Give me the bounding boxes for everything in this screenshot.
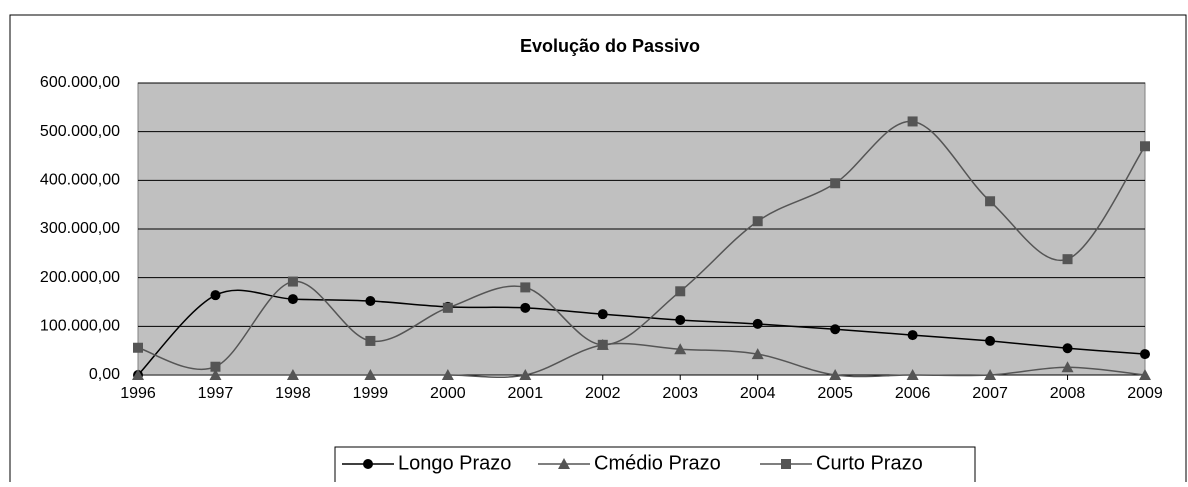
data-point <box>1062 254 1073 265</box>
data-point <box>287 294 298 305</box>
data-point <box>1140 349 1150 360</box>
data-point <box>752 318 763 329</box>
data-point <box>519 369 532 380</box>
data-point <box>209 369 222 380</box>
y-tick-label: 0,00 <box>89 366 120 383</box>
data-point <box>133 342 143 353</box>
data-point <box>985 335 996 346</box>
x-tick-label: 2009 <box>1127 385 1163 402</box>
x-tick-label: 1996 <box>120 385 156 402</box>
data-point <box>210 361 221 372</box>
data-point <box>830 324 841 335</box>
data-point <box>364 369 377 380</box>
x-tick-label: 2000 <box>430 385 466 402</box>
data-point <box>1140 141 1150 152</box>
y-tick-label: 400.000,00 <box>40 172 120 189</box>
data-point <box>675 286 686 297</box>
data-point <box>907 330 918 341</box>
legend-label: Curto Prazo <box>816 452 923 474</box>
y-tick-label: 600.000,00 <box>40 74 120 91</box>
data-point <box>286 369 299 380</box>
x-tick-label: 2007 <box>972 385 1008 402</box>
data-point <box>441 369 454 380</box>
x-tick-label: 2005 <box>817 385 853 402</box>
x-tick-label: 2006 <box>895 385 931 402</box>
data-point <box>1139 369 1151 380</box>
data-point <box>520 282 531 293</box>
data-point <box>985 196 996 207</box>
data-point <box>1062 343 1073 354</box>
data-point <box>132 369 144 380</box>
data-point <box>984 369 997 380</box>
data-point <box>829 369 842 380</box>
y-tick-label: 200.000,00 <box>40 269 120 286</box>
x-tick-label: 1999 <box>353 385 389 402</box>
data-point <box>597 309 608 320</box>
legend-label: Longo Prazo <box>398 452 511 474</box>
legend <box>334 446 976 487</box>
y-tick-label: 100.000,00 <box>40 318 120 335</box>
x-tick-label: 1997 <box>198 385 234 402</box>
x-tick-label: 1998 <box>275 385 311 402</box>
x-tick-label: 2008 <box>1050 385 1086 402</box>
data-point <box>442 302 453 313</box>
data-point <box>210 290 221 301</box>
data-point <box>907 116 918 127</box>
data-point <box>1061 361 1074 373</box>
x-tick-label: 2004 <box>740 385 776 402</box>
data-point <box>675 315 686 326</box>
x-tick-label: 2001 <box>508 385 544 402</box>
data-point <box>520 302 531 313</box>
data-point <box>597 339 608 350</box>
data-point <box>906 369 919 380</box>
data-point <box>751 348 764 360</box>
data-point <box>365 296 376 307</box>
legend-marker <box>363 459 373 469</box>
y-tick-label: 300.000,00 <box>40 220 120 237</box>
data-point <box>830 178 841 189</box>
x-tick-label: 2003 <box>662 385 698 402</box>
x-tick-label: 2002 <box>585 385 621 402</box>
legend-label: Cmédio Prazo <box>594 452 721 474</box>
data-point <box>365 335 376 346</box>
data-point <box>674 343 687 355</box>
y-tick-label: 500.000,00 <box>40 123 120 140</box>
series-line <box>138 342 1146 378</box>
data-point <box>752 216 763 227</box>
data-point <box>287 276 298 287</box>
chart-title: Evolução do Passivo <box>520 36 700 56</box>
legend-marker <box>558 458 570 469</box>
legend-marker <box>781 459 791 469</box>
